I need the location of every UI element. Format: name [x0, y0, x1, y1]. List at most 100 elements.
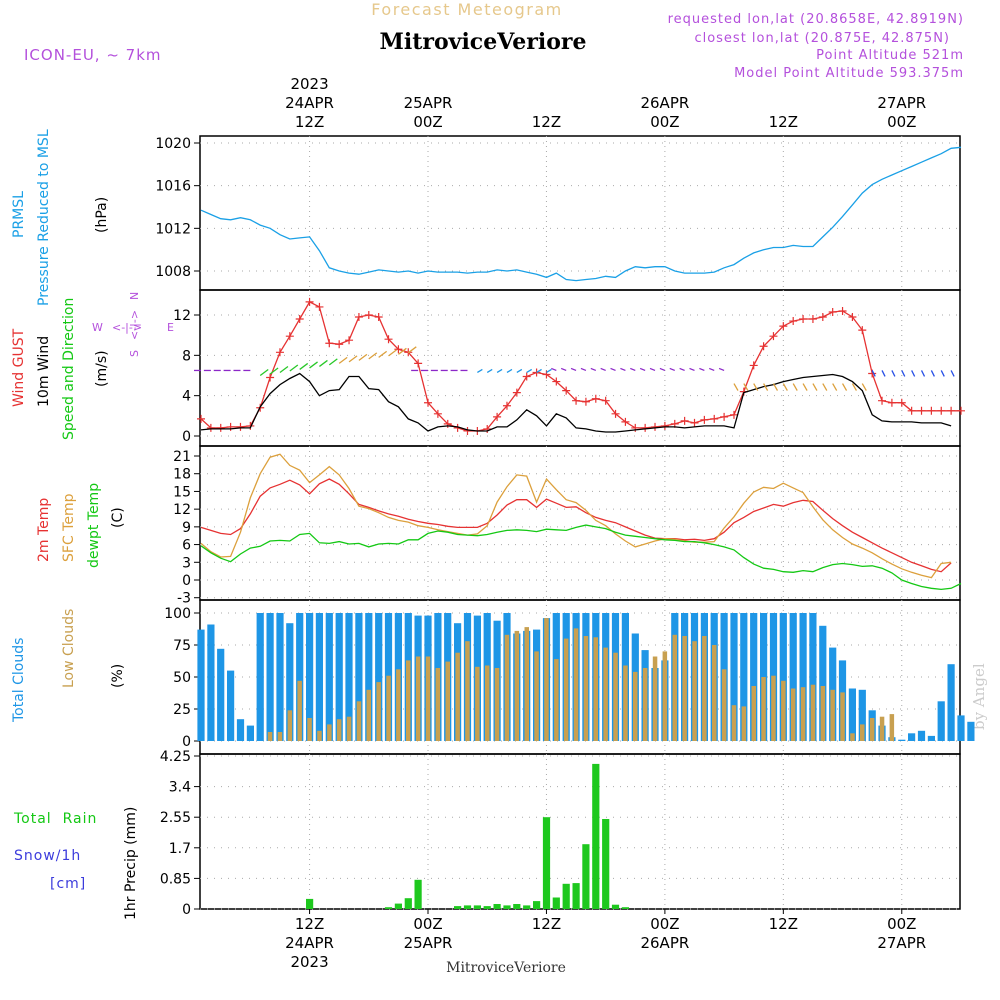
bar-total_clouds	[789, 613, 797, 741]
bar-low_clouds	[494, 668, 500, 741]
wind-arrow	[832, 383, 838, 391]
time-label-top: 24APR	[285, 94, 334, 112]
bar-low_clouds	[366, 689, 371, 741]
temperature-labels: 2m Temp SFC Temp dewpt Temp (C)	[36, 483, 126, 568]
gust-marker	[552, 377, 561, 386]
bar-total_clouds	[750, 613, 758, 741]
bar-total_clouds	[276, 613, 284, 741]
wind-arrow	[259, 368, 269, 377]
bar-rain	[394, 903, 402, 909]
wind-arrow	[580, 367, 587, 372]
gust-marker	[463, 426, 472, 435]
snow-unit: [cm]	[50, 876, 86, 892]
bar-total_clouds	[325, 613, 333, 741]
bar-rain	[483, 906, 491, 909]
gust-marker	[651, 422, 660, 431]
bar-total_clouds	[365, 613, 373, 741]
svg-text:<-|->: <-|->	[112, 321, 142, 334]
bar-rain	[621, 907, 629, 909]
forecast-title: Forecast Meteogram	[371, 0, 562, 19]
gust-marker	[305, 297, 314, 306]
wind-arrow	[930, 370, 935, 377]
bar-rain	[562, 883, 570, 909]
bar-low_clouds	[445, 661, 450, 741]
bar-low_clouds	[830, 689, 835, 741]
location-title: MitroviceVeriore	[380, 29, 587, 55]
y-tick-label: 12	[173, 308, 191, 324]
y-tick-label: 1008	[155, 264, 191, 280]
wind-arrow	[940, 370, 945, 377]
wind-arrow	[772, 383, 779, 391]
time-label-bottom: 00Z	[887, 915, 916, 933]
bar-low_clouds	[297, 680, 302, 741]
bar-rain	[493, 904, 501, 909]
sfc-label: SFC Temp	[61, 493, 77, 562]
wind-arrow	[516, 368, 523, 374]
gust-marker	[759, 342, 768, 351]
dewpt-label: dewpt Temp	[86, 483, 102, 568]
gust-marker	[502, 401, 511, 410]
gust-marker	[216, 423, 225, 432]
bar-rain	[602, 819, 610, 909]
wind-arrow	[920, 370, 926, 377]
gust-marker	[828, 307, 837, 316]
bar-low_clouds	[869, 718, 875, 741]
bar-total_clouds	[227, 670, 235, 741]
precip-axis-label: 1hr Precip (mm)	[123, 807, 139, 920]
time-label-bottom: 26APR	[640, 934, 689, 952]
bar-total_clouds	[207, 624, 215, 741]
bar-low_clouds	[544, 618, 549, 741]
gust-marker	[887, 398, 896, 407]
bar-total_clouds	[197, 629, 205, 741]
y-tick-label: 25	[173, 702, 191, 718]
time-label-bottom: 2023	[290, 953, 328, 971]
bar-low_clouds	[287, 710, 293, 741]
bar-low_clouds	[593, 637, 598, 741]
bar-total_clouds	[286, 623, 294, 741]
series-line-wind10	[200, 372, 952, 433]
wind-arrow	[338, 356, 348, 364]
wind-arrow	[299, 362, 309, 370]
gust-marker	[917, 406, 926, 415]
compass-south: S	[128, 350, 141, 357]
wind-arrow	[536, 368, 542, 374]
gust-marker	[335, 340, 344, 349]
bar-total_clouds	[927, 735, 935, 741]
time-label-top: 27APR	[877, 94, 926, 112]
bar-low_clouds	[879, 716, 885, 741]
compass-north: N	[128, 292, 141, 300]
bar-low_clouds	[810, 684, 816, 741]
y-tick-label: 100	[164, 606, 191, 622]
y-tick-label: 1020	[155, 136, 191, 152]
wind-arrow	[600, 367, 606, 372]
watermark: by Angel	[970, 663, 988, 730]
bar-low_clouds	[356, 701, 362, 741]
bar-rain	[384, 907, 393, 909]
bar-low_clouds	[850, 733, 855, 741]
wind-arrow	[679, 367, 685, 372]
bar-total_clouds	[246, 725, 254, 741]
wind-arrow	[851, 383, 857, 391]
gust-marker	[779, 322, 788, 331]
bar-total_clouds	[848, 688, 856, 741]
rain-label: Total Rain	[13, 811, 97, 827]
bar-total_clouds	[256, 613, 264, 741]
gust-marker	[512, 388, 521, 397]
wind-arrow	[546, 368, 552, 374]
bar-low_clouds	[475, 666, 480, 741]
y-tick-label: 1.7	[169, 841, 191, 857]
wind-arrow	[610, 367, 616, 372]
gust-marker	[493, 412, 502, 421]
bar-total_clouds	[799, 613, 807, 741]
bar-low_clouds	[820, 686, 826, 741]
bar-low_clouds	[336, 719, 342, 741]
low-clouds-label: Low Clouds	[61, 609, 77, 688]
gust-marker	[591, 394, 600, 403]
bar-rain	[414, 879, 422, 909]
gust-marker	[266, 373, 275, 382]
time-label-bottom: 25APR	[404, 934, 453, 952]
compass-icon: N S W E <-|-> <-|->	[92, 292, 174, 357]
gust-marker	[414, 359, 423, 368]
